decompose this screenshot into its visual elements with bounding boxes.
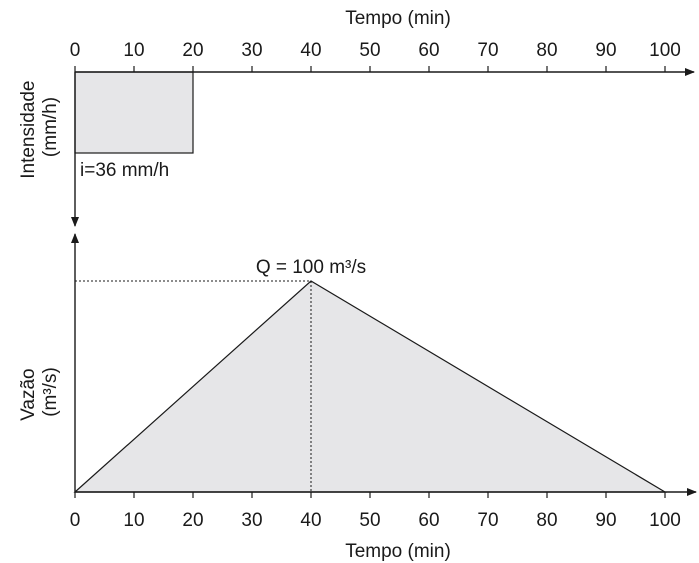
bottom-x-tick-label-70: 70	[477, 510, 498, 531]
top-y-axis-title: Intensidade (mm/h)	[18, 75, 61, 179]
top-x-tick-label-0: 0	[70, 40, 81, 61]
top-x-tick-label-100: 100	[649, 40, 681, 61]
bottom-y-axis-title: Vazão (m³/s)	[18, 363, 61, 421]
hyetograph: 0 10 20 30 40 50 60 70 80 90 100 Tempo (min) Inten…	[18, 8, 695, 227]
bottom-x-tick-label-40: 40	[300, 510, 321, 531]
hydrograph: 0 10 20 30 40 50 60 70 80 90 100 Tempo (min) Vazão…	[18, 233, 697, 562]
bottom-x-axis-title: Tempo (min)	[345, 541, 451, 562]
top-y-axis-title-line1: Intensidade	[18, 81, 39, 179]
bottom-x-tick-label-10: 10	[123, 510, 144, 531]
bottom-x-tick-label-20: 20	[182, 510, 203, 531]
bottom-x-tick-label-90: 90	[595, 510, 616, 531]
bottom-x-tick-label-30: 30	[241, 510, 262, 531]
bottom-x-ticks	[74, 492, 666, 498]
top-x-tick-label-40: 40	[300, 40, 321, 61]
bottom-y-axis-title-line1: Vazão	[18, 368, 39, 420]
hydrograph-area	[73, 280, 668, 493]
top-x-tick-label-50: 50	[359, 40, 380, 61]
top-x-ticks	[74, 66, 666, 72]
top-x-tick-label-30: 30	[241, 40, 262, 61]
top-x-tick-label-10: 10	[123, 40, 144, 61]
bottom-y-axis-title-line2: (m³/s)	[40, 367, 61, 417]
top-x-axis-title: Tempo (min)	[345, 8, 451, 29]
top-y-axis-title-line2: (mm/h)	[40, 97, 61, 157]
bottom-x-tick-label-0: 0	[70, 510, 81, 531]
top-x-tick-label-70: 70	[477, 40, 498, 61]
bottom-x-tick-label-80: 80	[536, 510, 557, 531]
top-x-tick-label-20: 20	[182, 40, 203, 61]
bottom-x-tick-labels: 0 10 20 30 40 50 60 70 80 90 100	[70, 510, 681, 531]
intensity-bar	[74, 71, 194, 154]
bottom-x-tick-label-100: 100	[649, 510, 681, 531]
top-x-tick-labels: 0 10 20 30 40 50 60 70 80 90 100	[70, 40, 681, 61]
peak-annotation: Q = 100 m³/s	[256, 257, 366, 278]
bottom-x-tick-label-50: 50	[359, 510, 380, 531]
top-x-tick-label-60: 60	[418, 40, 439, 61]
top-x-tick-label-90: 90	[595, 40, 616, 61]
bottom-x-tick-label-60: 60	[418, 510, 439, 531]
top-x-tick-label-80: 80	[536, 40, 557, 61]
intensity-annotation: i=36 mm/h	[80, 160, 169, 181]
